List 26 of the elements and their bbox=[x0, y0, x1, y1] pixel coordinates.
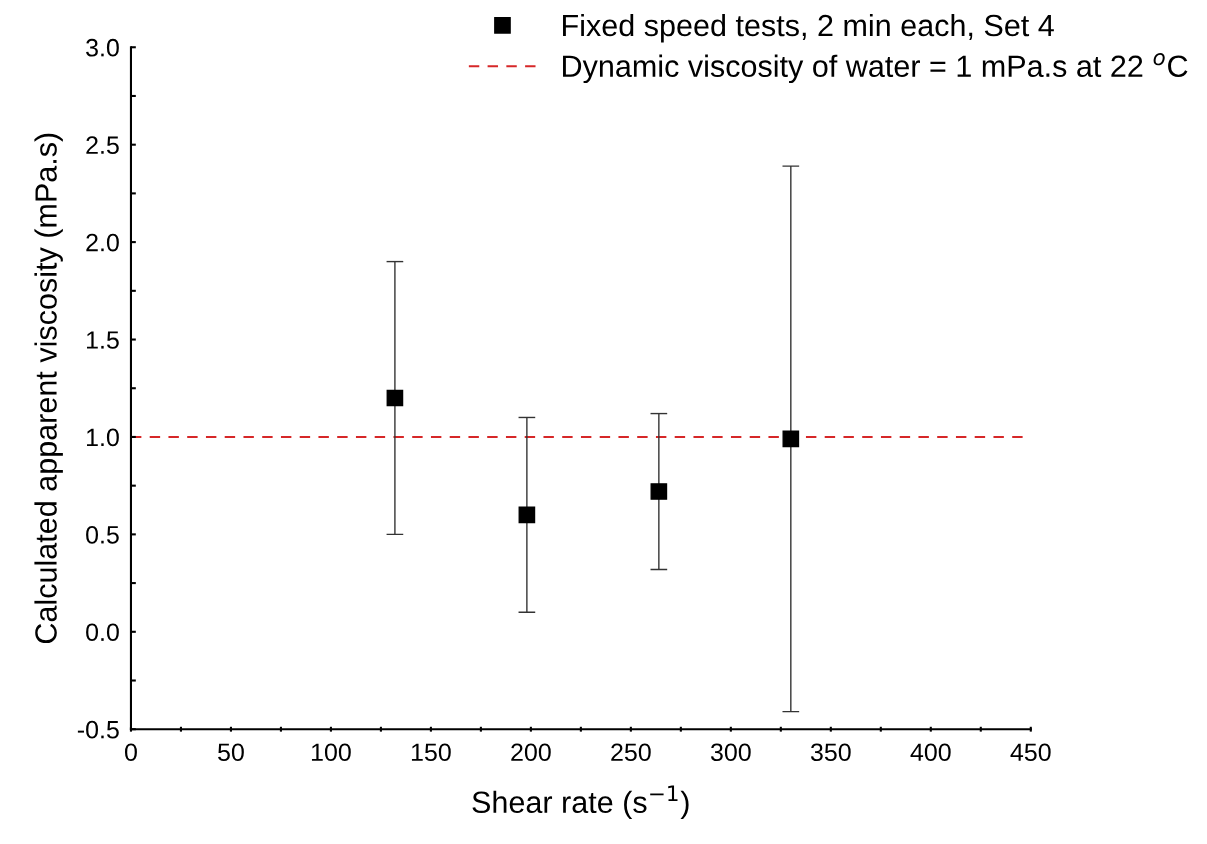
y-axis-title: Calculated apparent viscosity (mPa.s) bbox=[34, 133, 63, 644]
point bbox=[518, 506, 536, 524]
x-tick-label: 0 bbox=[124, 743, 137, 762]
point bbox=[782, 430, 800, 448]
y-tick-label: 2.5 bbox=[86, 136, 119, 154]
x-tick-label: 400 bbox=[910, 743, 951, 762]
y-tick-label: 3.0 bbox=[86, 38, 119, 57]
y-tick-label: 1.0 bbox=[87, 428, 119, 447]
y-tick-label: 0.0 bbox=[86, 623, 119, 642]
x-tick-label: 350 bbox=[810, 743, 851, 762]
x-tick-label: 150 bbox=[411, 743, 451, 762]
point bbox=[386, 389, 404, 407]
x-tick-label: 200 bbox=[511, 743, 551, 762]
y-tick-label: 2.0 bbox=[86, 233, 119, 252]
y-tick-label: 1.5 bbox=[87, 331, 119, 349]
legend-label: Dynamic viscosity of water = 1 mPa.s at 22 $^{o}$C bbox=[563, 53, 1188, 84]
x-tick-label: 300 bbox=[710, 743, 751, 762]
point bbox=[650, 483, 668, 500]
x-tick-label: 250 bbox=[611, 743, 651, 762]
y-tick-label: 0.5 bbox=[86, 525, 119, 544]
x-axis-title: Shear rate (s$^{−1}$) bbox=[472, 785, 689, 820]
x-tick-label: 50 bbox=[218, 743, 244, 762]
y-tick-label: -0.5 bbox=[77, 720, 119, 739]
x-tick-label: 100 bbox=[311, 743, 351, 762]
legend-label: Fixed speed tests, 2 min each, Set 4 bbox=[563, 13, 1054, 43]
x-tick-label: 450 bbox=[1010, 743, 1051, 762]
